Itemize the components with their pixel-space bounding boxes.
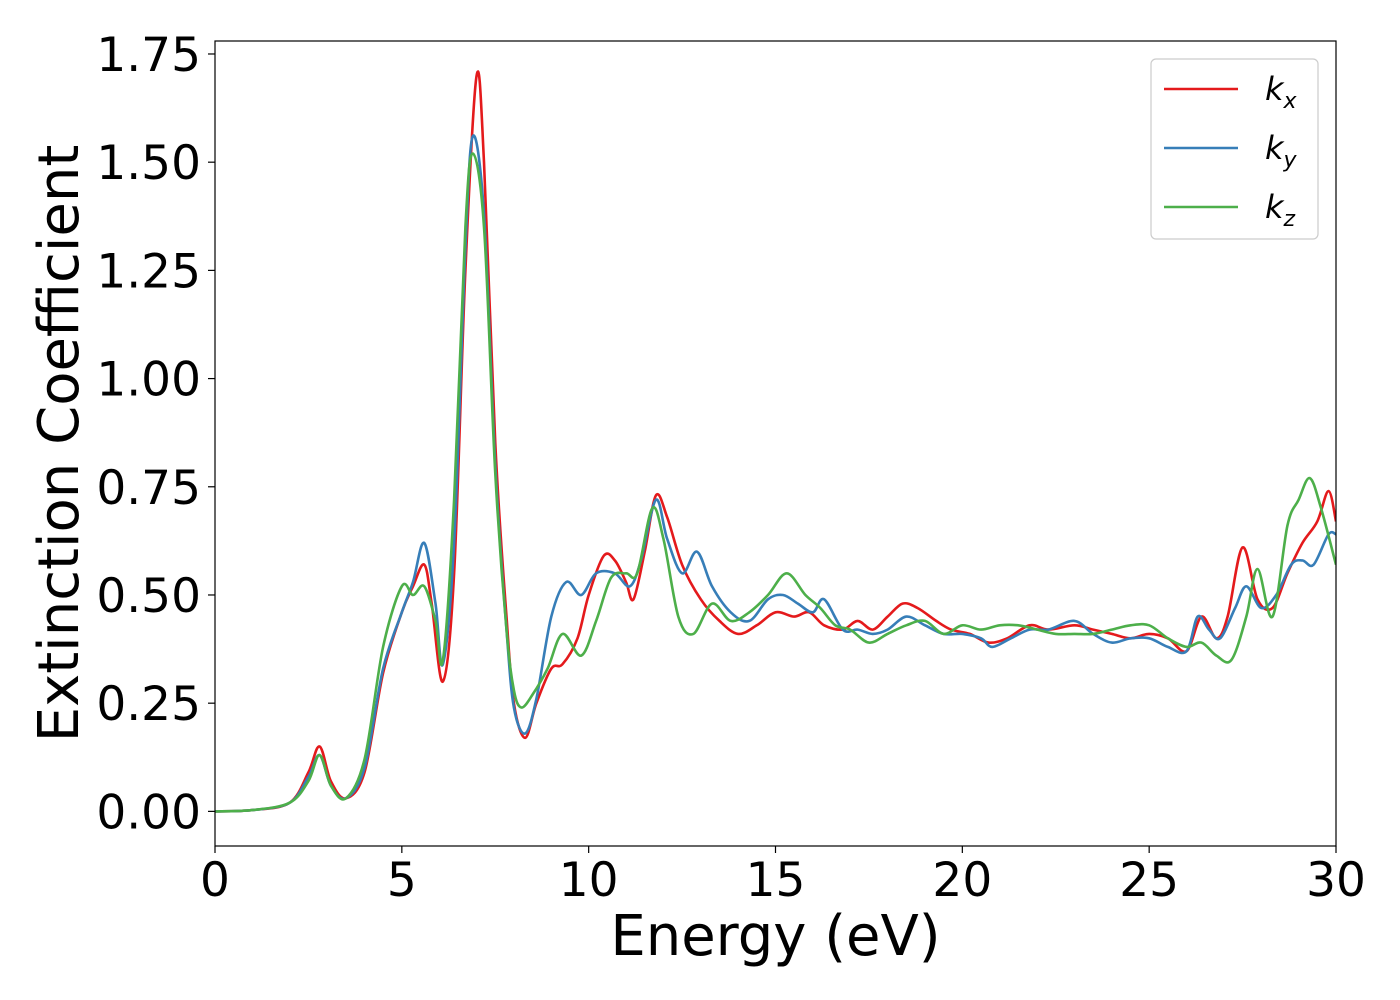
x-tick-label: 20 — [932, 853, 992, 908]
series-line-x — [215, 70, 1336, 813]
y-tick-label: 0.50 — [96, 569, 201, 624]
x-tick-label: 0 — [200, 853, 230, 908]
x-tick-label: 30 — [1306, 853, 1366, 908]
plot-area-frame — [214, 40, 1337, 847]
series-lines — [215, 70, 1336, 813]
legend-label-z: kz — [1265, 188, 1296, 232]
x-tick-label: 5 — [387, 853, 417, 908]
y-tick-label: 1.25 — [96, 244, 201, 299]
y-tick-label: 0.25 — [96, 677, 201, 732]
legend-label-x: kx — [1265, 70, 1298, 114]
legend: kx ky kz — [1150, 58, 1319, 240]
y-axis-title: Extinction Coefficient — [27, 145, 92, 743]
y-tick-label: 0.75 — [96, 461, 201, 516]
x-tick-label: 25 — [1119, 853, 1179, 908]
x-axis-ticks: 0 5 10 15 20 25 30 — [200, 846, 1366, 908]
x-tick-label: 15 — [746, 853, 806, 908]
y-axis-ticks: 0.00 0.25 0.50 0.75 1.00 1.25 1.50 1.75 — [96, 28, 215, 840]
series-line-z — [215, 152, 1336, 813]
y-tick-label: 0.00 — [96, 785, 201, 840]
y-tick-label: 1.75 — [96, 28, 201, 83]
y-tick-label: 1.50 — [96, 136, 201, 191]
x-tick-label: 10 — [559, 853, 619, 908]
x-axis-title: Energy (eV) — [610, 904, 940, 969]
legend-label-y: ky — [1265, 129, 1298, 173]
y-tick-label: 1.00 — [96, 353, 201, 408]
